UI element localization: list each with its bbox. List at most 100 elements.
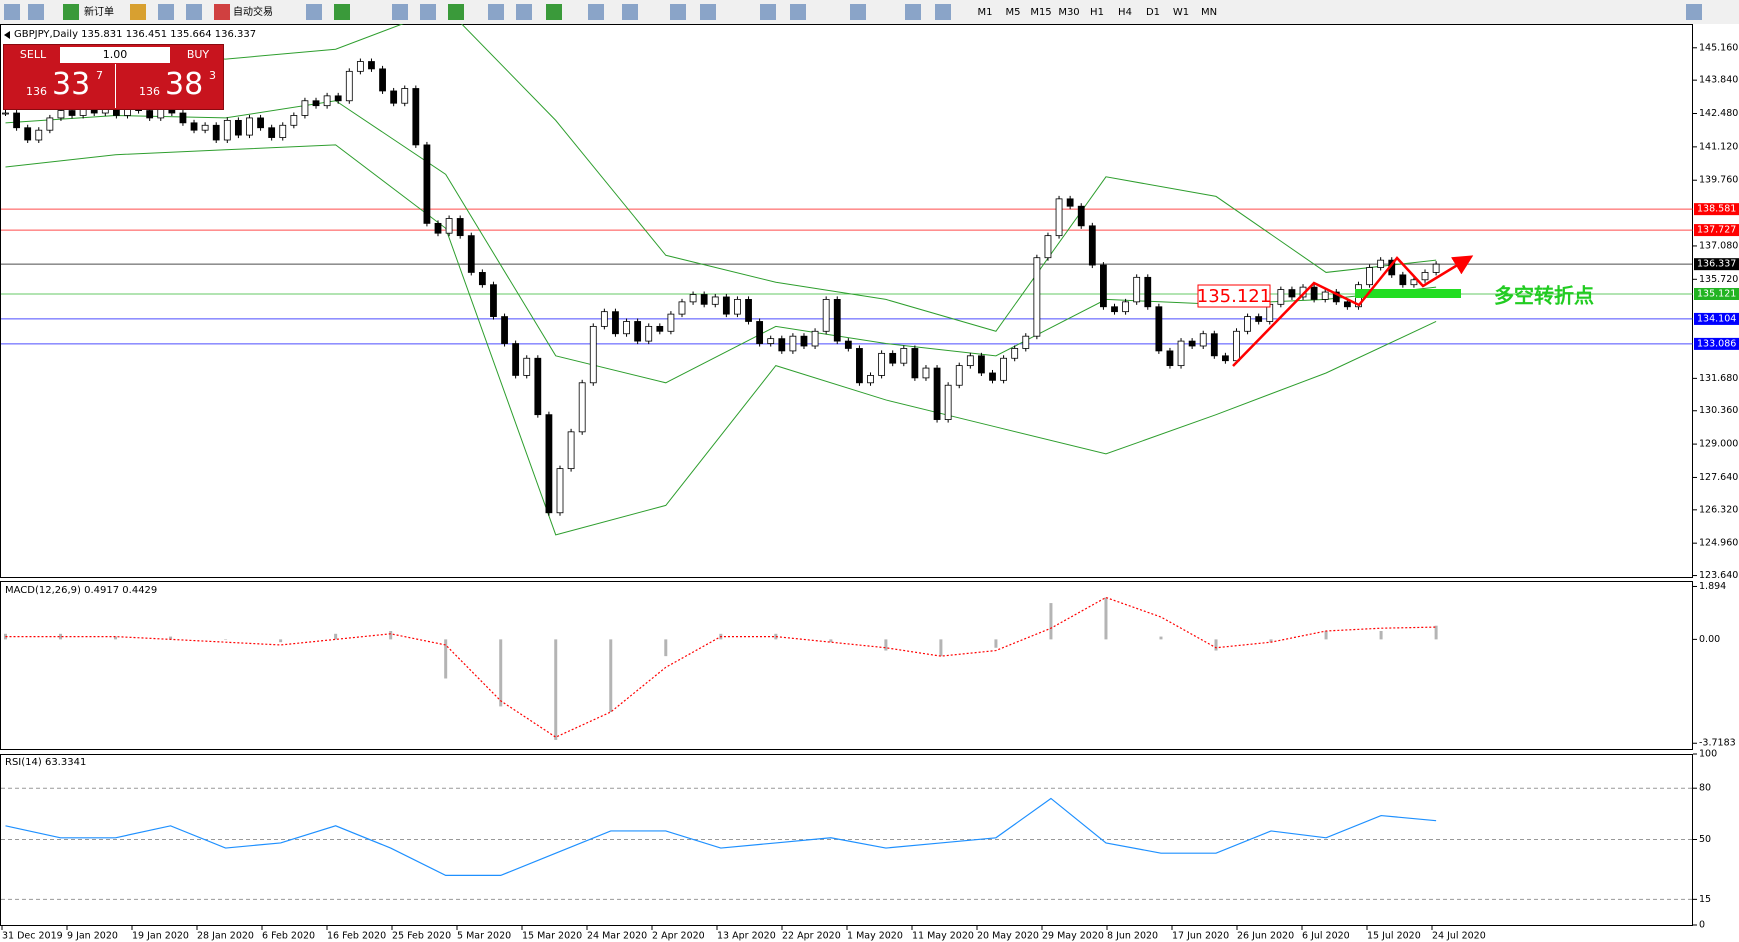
candle — [1122, 301, 1129, 313]
candle — [490, 284, 497, 317]
x-tick-label: 16 Feb 2020 — [327, 931, 386, 942]
macd-bar — [1049, 603, 1053, 640]
icon[interactable] — [905, 4, 921, 20]
timeframe[interactable]: M30 — [1058, 7, 1079, 18]
auto-trading[interactable]: 自动交易 — [233, 5, 273, 18]
candle — [46, 117, 54, 131]
candle — [1166, 350, 1174, 367]
icon[interactable] — [28, 4, 44, 20]
icon[interactable] — [935, 4, 951, 20]
candle — [578, 382, 586, 433]
icon[interactable] — [546, 4, 562, 20]
x-tick-label: 28 Jan 2020 — [197, 931, 254, 942]
candle — [1321, 291, 1329, 300]
candle — [867, 375, 874, 384]
timeframe[interactable]: M5 — [1006, 7, 1021, 18]
candle — [1033, 257, 1041, 337]
x-tick-label: 6 Feb 2020 — [262, 931, 315, 942]
candle — [1022, 335, 1030, 349]
macd-bar — [1269, 639, 1273, 643]
icon[interactable] — [488, 4, 504, 20]
level-tag — [1694, 224, 1739, 237]
candle — [390, 90, 398, 104]
candle — [800, 335, 808, 347]
macd-bar — [114, 636, 118, 640]
candle — [478, 272, 486, 286]
candle — [68, 110, 76, 116]
candle — [722, 296, 730, 315]
candle — [612, 311, 619, 335]
collapse-arrow[interactable] — [4, 31, 10, 39]
sell-button[interactable]: SELL — [19, 48, 47, 61]
icon[interactable] — [130, 4, 146, 20]
x-tick-label: 6 Jul 2020 — [1302, 931, 1350, 942]
candle — [667, 313, 675, 332]
y-tick-label: 0.00 — [1699, 634, 1720, 645]
icon[interactable] — [760, 4, 776, 20]
timeframe[interactable]: W1 — [1173, 7, 1189, 18]
timeframe[interactable]: M15 — [1030, 7, 1051, 18]
timeframe[interactable]: H1 — [1090, 7, 1104, 18]
icon[interactable] — [4, 4, 20, 20]
icon[interactable] — [700, 4, 716, 20]
icon[interactable] — [1686, 4, 1702, 20]
candle — [700, 294, 708, 305]
icon[interactable] — [670, 4, 686, 20]
buy-button[interactable]: BUY — [186, 48, 210, 61]
turning-zone — [1355, 289, 1461, 298]
icon[interactable] — [63, 4, 79, 20]
macd-title: MACD(12,26,9) 0.4917 0.4429 — [5, 585, 157, 596]
x-tick-label: 26 Jun 2020 — [1237, 931, 1294, 942]
candle — [534, 357, 542, 416]
candle — [1377, 259, 1385, 268]
lot-input[interactable]: 1.00 — [60, 47, 170, 63]
icon[interactable] — [622, 4, 638, 20]
icon[interactable] — [448, 4, 464, 20]
candle — [290, 115, 298, 126]
y-tick-label: 143.840 — [1699, 75, 1738, 86]
candle — [234, 119, 242, 136]
timeframe[interactable]: H4 — [1118, 7, 1132, 18]
candle — [944, 384, 952, 420]
x-tick-label: 31 Dec 2019 — [2, 931, 63, 942]
chart-title: GBPJPY,Daily 135.831 136.451 135.664 136… — [14, 29, 256, 40]
icon[interactable] — [392, 4, 408, 20]
candle — [711, 296, 719, 305]
macd-bar — [939, 639, 943, 657]
x-tick-label: 11 May 2020 — [912, 931, 974, 942]
x-tick-label: 22 Apr 2020 — [782, 931, 841, 942]
buy-price-frac: 3 — [209, 69, 216, 82]
trade-panel: SELL 1.00 BUY 136 33 7 136 38 3 — [3, 44, 224, 110]
timeframe[interactable]: D1 — [1146, 7, 1160, 18]
level-label: 138.581 — [1697, 204, 1736, 215]
y-tick-label: 129.000 — [1699, 439, 1738, 450]
rsi-line — [5, 797, 1437, 877]
icon[interactable] — [306, 4, 322, 20]
candle — [1332, 291, 1340, 303]
icon[interactable] — [790, 4, 806, 20]
candle — [1133, 276, 1141, 303]
candle — [1055, 198, 1063, 237]
y-tick-label: 100 — [1699, 749, 1717, 760]
macd-bar — [334, 633, 338, 640]
y-tick-label: 139.760 — [1699, 175, 1738, 186]
level-tag — [1694, 203, 1739, 216]
icon[interactable] — [334, 4, 350, 20]
macd-bar — [554, 639, 558, 740]
toolbar — [0, 0, 1739, 24]
icon[interactable] — [850, 4, 866, 20]
icon[interactable] — [214, 4, 230, 20]
icon[interactable] — [158, 4, 174, 20]
y-tick-label: 0 — [1699, 920, 1705, 931]
x-tick-label: 9 Jan 2020 — [67, 931, 118, 942]
new-order[interactable]: 新订单 — [84, 5, 114, 18]
timeframe[interactable]: M1 — [978, 7, 993, 18]
icon[interactable] — [186, 4, 202, 20]
candle — [1288, 289, 1296, 298]
icon[interactable] — [420, 4, 436, 20]
timeframe[interactable]: MN — [1201, 7, 1217, 18]
candle — [567, 431, 575, 470]
icon[interactable] — [588, 4, 604, 20]
icon[interactable] — [516, 4, 532, 20]
candle — [24, 127, 32, 141]
